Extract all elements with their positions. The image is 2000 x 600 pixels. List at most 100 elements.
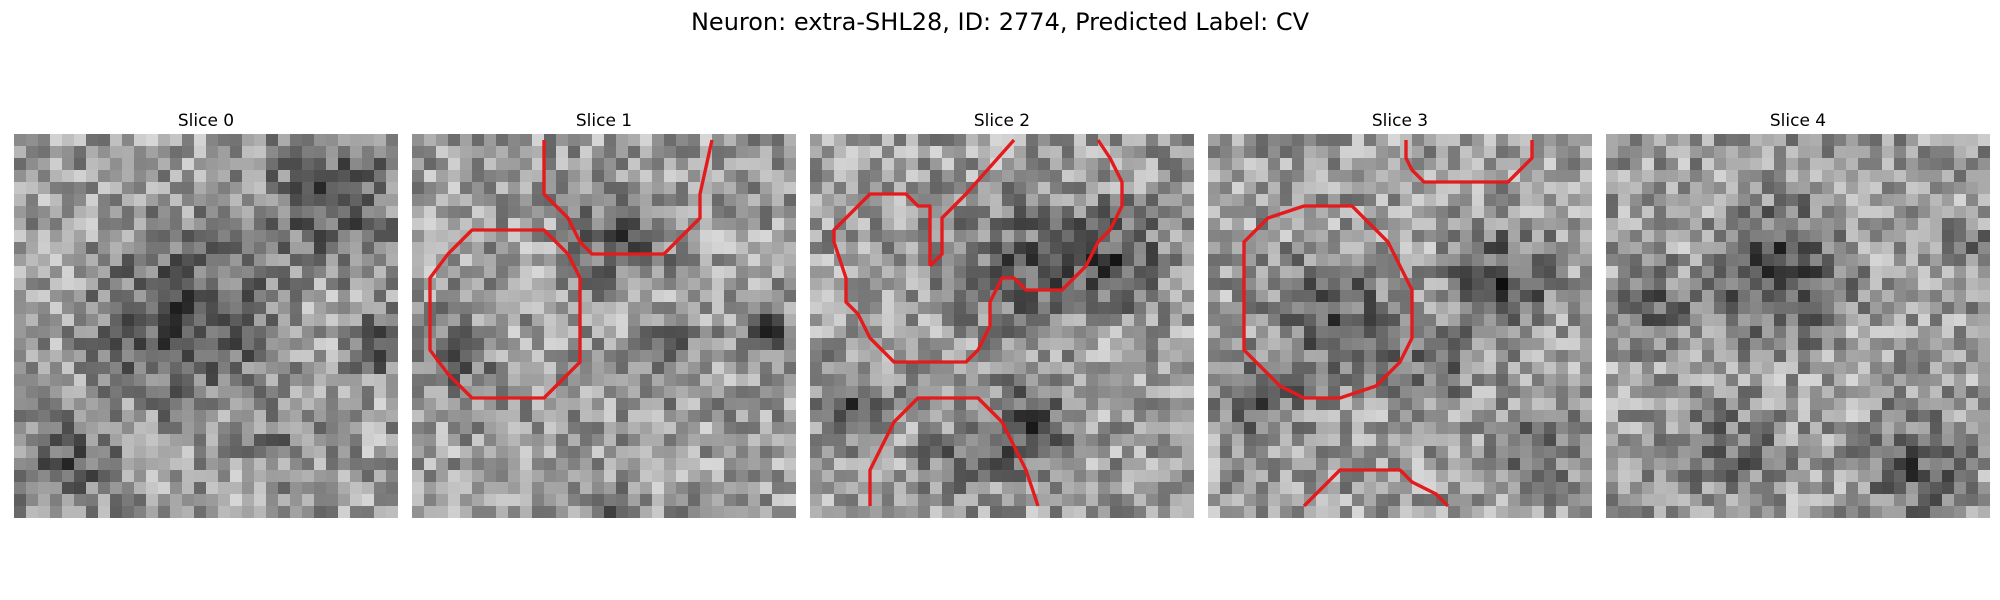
pixel bbox=[1232, 218, 1244, 230]
pixel bbox=[1256, 458, 1268, 470]
pixel bbox=[1654, 386, 1666, 398]
pixel bbox=[1870, 278, 1882, 290]
pixel bbox=[1822, 278, 1834, 290]
pixel bbox=[278, 422, 290, 434]
pixel bbox=[350, 278, 362, 290]
pixel bbox=[448, 134, 460, 146]
pixel bbox=[508, 194, 520, 206]
pixel bbox=[1520, 422, 1532, 434]
pixel bbox=[14, 134, 26, 146]
pixel bbox=[206, 410, 218, 422]
pixel bbox=[978, 218, 990, 230]
pixel bbox=[254, 362, 266, 374]
pixel bbox=[496, 206, 508, 218]
pixel bbox=[386, 290, 398, 302]
pixel bbox=[1738, 458, 1750, 470]
pixel bbox=[1376, 314, 1388, 326]
pixel bbox=[314, 338, 326, 350]
pixel bbox=[1630, 446, 1642, 458]
pixel bbox=[1062, 266, 1074, 278]
pixel bbox=[1364, 206, 1376, 218]
pixel bbox=[1026, 326, 1038, 338]
pixel bbox=[134, 266, 146, 278]
pixel bbox=[266, 194, 278, 206]
pixel bbox=[62, 350, 74, 362]
pixel bbox=[520, 182, 532, 194]
pixel bbox=[1580, 350, 1592, 362]
pixel bbox=[906, 446, 918, 458]
pixel bbox=[1858, 194, 1870, 206]
pixel bbox=[1930, 242, 1942, 254]
pixel bbox=[110, 254, 122, 266]
pixel bbox=[1280, 326, 1292, 338]
pixel bbox=[676, 362, 688, 374]
pixel bbox=[736, 242, 748, 254]
pixel bbox=[652, 290, 664, 302]
pixel bbox=[1122, 446, 1134, 458]
pixel bbox=[26, 182, 38, 194]
pixel bbox=[1966, 410, 1978, 422]
pixel bbox=[930, 446, 942, 458]
pixel bbox=[1388, 398, 1400, 410]
pixel bbox=[50, 362, 62, 374]
pixel bbox=[1666, 350, 1678, 362]
pixel bbox=[362, 386, 374, 398]
pixel bbox=[822, 338, 834, 350]
pixel bbox=[954, 446, 966, 458]
pixel bbox=[230, 254, 242, 266]
pixel bbox=[1448, 362, 1460, 374]
pixel bbox=[254, 182, 266, 194]
pixel bbox=[724, 350, 736, 362]
pixel bbox=[700, 326, 712, 338]
pixel bbox=[772, 458, 784, 470]
pixel bbox=[496, 338, 508, 350]
pixel bbox=[1654, 242, 1666, 254]
pixel bbox=[230, 434, 242, 446]
pixel bbox=[338, 470, 350, 482]
pixel bbox=[1086, 422, 1098, 434]
pixel bbox=[146, 482, 158, 494]
pixel bbox=[882, 218, 894, 230]
pixel bbox=[508, 254, 520, 266]
pixel bbox=[556, 314, 568, 326]
pixel bbox=[1448, 230, 1460, 242]
pixel bbox=[966, 434, 978, 446]
pixel bbox=[194, 146, 206, 158]
pixel bbox=[640, 254, 652, 266]
pixel bbox=[62, 134, 74, 146]
pixel bbox=[1292, 134, 1304, 146]
pixel bbox=[640, 218, 652, 230]
pixel bbox=[1508, 350, 1520, 362]
pixel bbox=[26, 470, 38, 482]
pixel bbox=[1822, 146, 1834, 158]
pixel bbox=[1858, 230, 1870, 242]
pixel bbox=[628, 230, 640, 242]
pixel bbox=[1580, 182, 1592, 194]
pixel bbox=[1930, 218, 1942, 230]
pixel bbox=[460, 350, 472, 362]
pixel bbox=[568, 242, 580, 254]
pixel bbox=[472, 410, 484, 422]
pixel bbox=[1256, 242, 1268, 254]
pixel bbox=[460, 470, 472, 482]
pixel bbox=[374, 446, 386, 458]
pixel bbox=[712, 194, 724, 206]
pixel bbox=[436, 170, 448, 182]
pixel bbox=[1738, 422, 1750, 434]
pixel bbox=[688, 350, 700, 362]
pixel bbox=[1134, 350, 1146, 362]
pixel bbox=[1966, 314, 1978, 326]
pixel bbox=[122, 218, 134, 230]
pixel bbox=[724, 506, 736, 518]
pixel bbox=[1364, 326, 1376, 338]
pixel bbox=[1954, 338, 1966, 350]
pixel bbox=[496, 230, 508, 242]
pixel bbox=[592, 254, 604, 266]
pixel bbox=[50, 146, 62, 158]
pixel bbox=[1182, 422, 1194, 434]
pixel bbox=[362, 446, 374, 458]
pixel bbox=[616, 446, 628, 458]
pixel bbox=[1834, 266, 1846, 278]
pixel bbox=[1810, 134, 1822, 146]
pixel bbox=[290, 134, 302, 146]
